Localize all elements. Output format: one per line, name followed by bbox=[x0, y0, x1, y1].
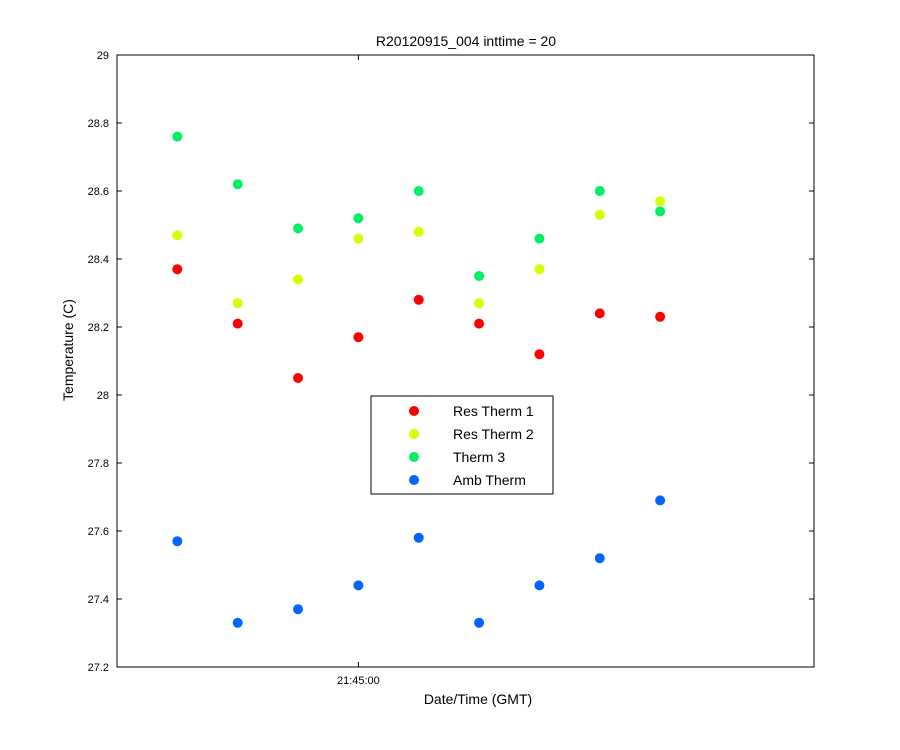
data-point bbox=[293, 274, 304, 285]
legend: Res Therm 1 Res Therm 2 Therm 3 Amb Therm bbox=[370, 395, 554, 495]
y-tick-label: 29 bbox=[97, 50, 109, 62]
data-point bbox=[655, 196, 666, 207]
data-point bbox=[232, 179, 243, 190]
data-point bbox=[594, 186, 605, 196]
data-point bbox=[293, 604, 304, 615]
series-therm-3 bbox=[172, 131, 666, 281]
y-tick-label: 28.2 bbox=[88, 322, 109, 334]
data-point bbox=[293, 223, 304, 234]
data-point bbox=[474, 617, 485, 628]
y-tick-label: 27.4 bbox=[88, 594, 109, 606]
data-point bbox=[172, 264, 183, 275]
y-tick-label: 28.8 bbox=[88, 118, 109, 130]
data-series-group bbox=[172, 131, 666, 628]
data-point bbox=[353, 580, 364, 591]
y-tick-label: 28.4 bbox=[88, 254, 109, 266]
chart-title: R20120915_004 inttime = 20 bbox=[376, 33, 556, 49]
data-point bbox=[413, 226, 424, 237]
data-point bbox=[474, 271, 485, 281]
legend-label: Res Therm 1 bbox=[453, 403, 534, 419]
data-point bbox=[655, 495, 666, 506]
legend-marker bbox=[409, 475, 419, 485]
y-tick-label: 27.6 bbox=[88, 526, 109, 538]
data-point bbox=[353, 213, 364, 224]
y-tick-label: 27.2 bbox=[88, 662, 109, 674]
data-point bbox=[232, 318, 243, 329]
data-point bbox=[655, 311, 666, 322]
legend-marker bbox=[409, 452, 419, 462]
data-point bbox=[172, 131, 183, 142]
data-point bbox=[655, 206, 666, 217]
data-point bbox=[353, 233, 364, 244]
legend-label: Amb Therm bbox=[453, 472, 526, 488]
data-point bbox=[353, 332, 364, 343]
x-axis: 21:45:00 bbox=[337, 55, 380, 687]
data-point bbox=[474, 298, 485, 309]
legend-marker bbox=[409, 429, 419, 439]
y-tick-label: 28.6 bbox=[88, 186, 109, 198]
data-point bbox=[413, 532, 424, 543]
data-point bbox=[172, 230, 183, 241]
legend-box bbox=[370, 395, 554, 495]
data-point bbox=[232, 298, 243, 309]
data-point bbox=[413, 294, 424, 305]
data-point bbox=[534, 580, 545, 591]
series-res-therm-1 bbox=[172, 264, 666, 383]
plot-area bbox=[116, 54, 815, 668]
data-point bbox=[534, 233, 545, 244]
data-point bbox=[474, 318, 485, 329]
series-amb-therm bbox=[172, 495, 666, 628]
data-point bbox=[172, 536, 183, 547]
data-point bbox=[534, 349, 545, 360]
data-point bbox=[232, 617, 243, 628]
y-axis-label: Temperature (C) bbox=[60, 299, 76, 401]
data-point bbox=[594, 308, 605, 319]
y-tick-label: 28 bbox=[97, 390, 109, 402]
legend-label: Therm 3 bbox=[453, 449, 505, 465]
series-res-therm-2 bbox=[172, 196, 666, 309]
legend-label: Res Therm 2 bbox=[453, 426, 534, 442]
x-axis-label: Date/Time (GMT) bbox=[424, 691, 532, 707]
y-axis: 27.2 27.4 27.6 27.8 28 28.2 28.4 28.6 28.8 29 bbox=[88, 50, 814, 674]
data-point bbox=[594, 209, 605, 220]
data-point bbox=[293, 373, 304, 383]
data-point bbox=[594, 553, 605, 564]
y-tick-label: 27.8 bbox=[88, 458, 109, 470]
data-point bbox=[413, 186, 424, 196]
x-tick-label: 21:45:00 bbox=[337, 675, 380, 687]
legend-marker bbox=[409, 406, 419, 416]
data-point bbox=[534, 264, 545, 275]
